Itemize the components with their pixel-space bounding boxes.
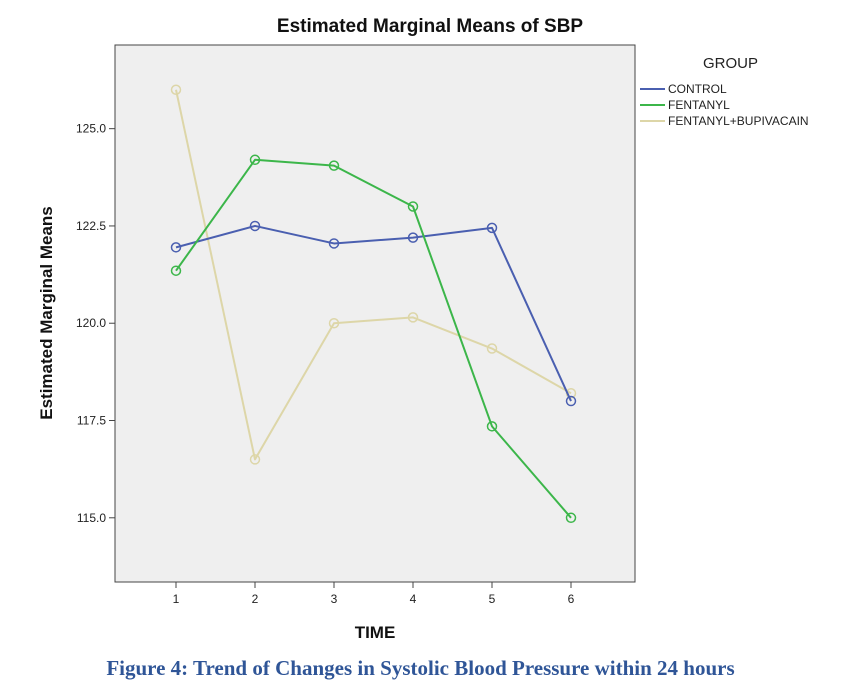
series-line [175, 158, 572, 519]
x-axis: 1 2 3 4 5 6 [173, 582, 575, 606]
data-point [170, 84, 182, 95]
data-point [328, 238, 340, 249]
figure-caption: Figure 4: Trend of Changes in Systolic B… [106, 656, 735, 680]
legend-items: CONTROL FENTANYL FENTANYL+BUPIVACAIN [640, 82, 809, 128]
data-point [328, 317, 340, 329]
chart: Estimated Marginal Means of SBP 115.0 117… [37, 16, 809, 642]
data-point [170, 265, 182, 276]
data-point [249, 220, 261, 232]
data-point [249, 154, 261, 166]
legend-title: GROUP [703, 55, 758, 72]
y-tick-label: 122.5 [76, 219, 106, 233]
legend-label: FENTANYL+BUPIVACAIN [668, 114, 809, 128]
series-line [175, 224, 572, 402]
series-line [175, 89, 572, 461]
y-tick-label: 117.5 [77, 414, 106, 428]
data-point [407, 201, 419, 212]
data-point [486, 343, 498, 354]
legend-item: CONTROL [640, 82, 727, 96]
x-tick-label: 5 [489, 592, 496, 606]
data-point [407, 232, 419, 243]
y-tick-label: 115.0 [77, 511, 106, 525]
legend-label: FENTANYL [668, 98, 730, 112]
x-tick-label: 1 [173, 592, 180, 606]
data-point [486, 421, 498, 432]
x-tick-label: 4 [410, 592, 417, 606]
data-point [565, 395, 577, 407]
series-layer [170, 84, 577, 524]
x-tick-label: 6 [568, 592, 575, 606]
data-point [486, 222, 498, 234]
legend-item: FENTANYL+BUPIVACAIN [640, 114, 809, 128]
legend: GROUP CONTROL FENTANYL FENTANYL+BUPIVACAIN [640, 55, 809, 128]
series-fentanyl [170, 154, 577, 524]
data-point [249, 454, 261, 465]
legend-label: CONTROL [668, 82, 727, 96]
x-tick-label: 3 [331, 592, 338, 606]
series-control [170, 220, 577, 407]
x-tick-label: 2 [252, 592, 259, 606]
data-point [565, 512, 577, 524]
data-point [170, 242, 182, 253]
y-axis: 115.0 117.5 120.0 122.5 125.0 [76, 122, 115, 525]
x-axis-label: TIME [355, 623, 396, 642]
y-tick-label: 120.0 [76, 316, 106, 330]
chart-title: Estimated Marginal Means of SBP [277, 16, 584, 37]
legend-item: FENTANYL [640, 98, 730, 112]
series-fentanyl-bupivacain [170, 84, 577, 465]
y-axis-label: Estimated Marginal Means [37, 206, 56, 420]
y-tick-label: 125.0 [76, 122, 106, 136]
data-point [407, 312, 419, 323]
data-point [328, 160, 340, 171]
